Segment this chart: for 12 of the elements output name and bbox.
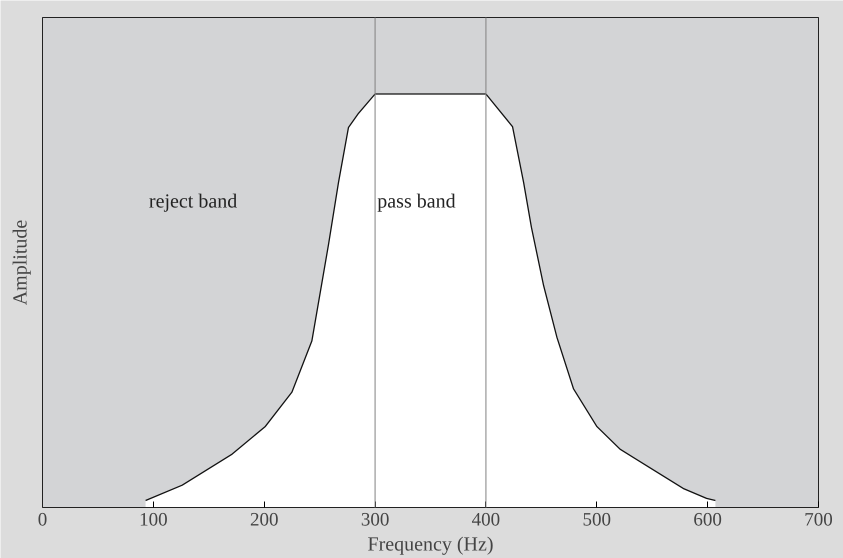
x-tick-label: 600: [693, 510, 722, 530]
x-axis-title: Frequency (Hz): [367, 534, 494, 556]
x-tick-label: 700: [804, 510, 833, 530]
x-tick-label: 0: [38, 510, 48, 530]
annotation: reject band: [148, 190, 238, 213]
x-tick-label: 500: [582, 510, 612, 530]
x-tick-label: 300: [360, 510, 390, 530]
x-tick-label: 200: [250, 510, 278, 530]
y-axis-title: Amplitude: [10, 220, 32, 306]
x-tick-label: 400: [472, 510, 500, 530]
annotation: pass band: [377, 190, 456, 213]
x-tick-label: 100: [139, 510, 168, 530]
